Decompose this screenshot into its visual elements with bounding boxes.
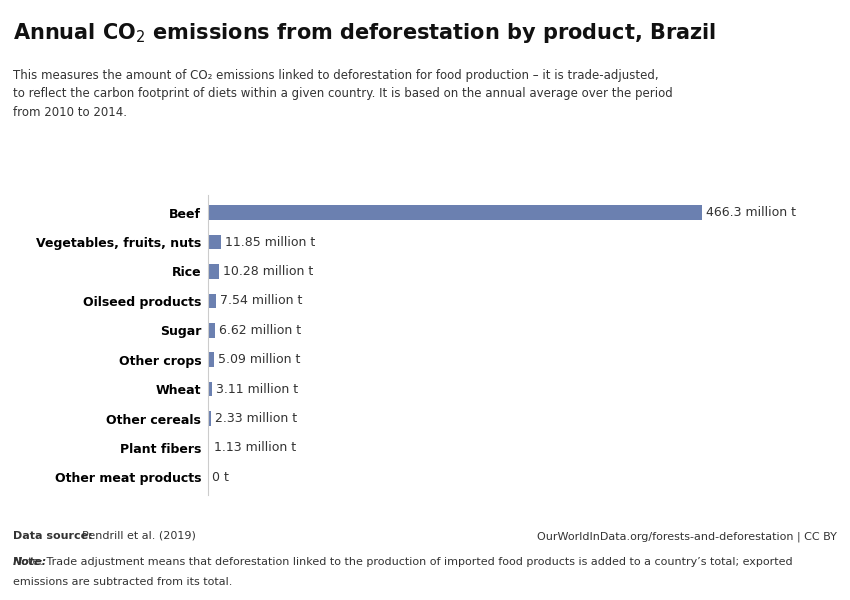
Text: This measures the amount of CO₂ emissions linked to deforestation for food produ: This measures the amount of CO₂ emission… xyxy=(13,69,672,119)
Text: 10.28 million t: 10.28 million t xyxy=(224,265,314,278)
Bar xyxy=(208,411,211,426)
Text: Note:: Note: xyxy=(13,557,47,567)
Text: Our World: Our World xyxy=(745,21,811,34)
Text: 11.85 million t: 11.85 million t xyxy=(225,236,315,248)
Bar xyxy=(208,293,216,308)
Text: Annual CO$_2$ emissions from deforestation by product, Brazil: Annual CO$_2$ emissions from deforestati… xyxy=(13,21,716,45)
Text: 6.62 million t: 6.62 million t xyxy=(219,324,302,337)
Bar xyxy=(208,440,209,455)
Text: 2.33 million t: 2.33 million t xyxy=(215,412,297,425)
Text: 5.09 million t: 5.09 million t xyxy=(218,353,300,366)
Bar xyxy=(208,205,702,220)
Text: in Data: in Data xyxy=(754,41,802,53)
Text: Pendrill et al. (2019): Pendrill et al. (2019) xyxy=(82,531,196,541)
Text: Data source:: Data source: xyxy=(13,531,93,541)
Bar xyxy=(208,264,219,279)
Text: Note: Trade adjustment means that deforestation linked to the production of impo: Note: Trade adjustment means that defore… xyxy=(13,557,792,567)
Text: OurWorldInData.org/forests-and-deforestation | CC BY: OurWorldInData.org/forests-and-deforesta… xyxy=(537,531,837,541)
Bar xyxy=(208,352,213,367)
Bar xyxy=(208,323,215,338)
Bar xyxy=(208,382,212,397)
Text: 3.11 million t: 3.11 million t xyxy=(216,383,298,395)
Text: 466.3 million t: 466.3 million t xyxy=(706,206,796,219)
Text: emissions are subtracted from its total.: emissions are subtracted from its total. xyxy=(13,577,232,587)
Bar xyxy=(208,235,221,250)
Text: 1.13 million t: 1.13 million t xyxy=(213,442,296,454)
Text: 0 t: 0 t xyxy=(212,471,230,484)
Text: 7.54 million t: 7.54 million t xyxy=(220,295,303,307)
